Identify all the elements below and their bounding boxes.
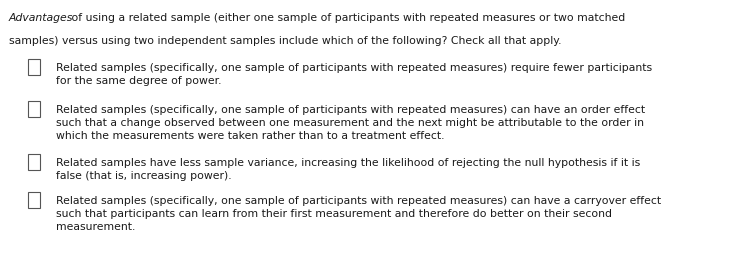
Text: of using a related sample (either one sample of participants with repeated measu: of using a related sample (either one sa… [68, 13, 625, 23]
Bar [28, 59, 40, 74]
Text: Related samples have less sample variance, increasing the likelihood of rejectin: Related samples have less sample varianc… [56, 158, 640, 181]
Bar [28, 192, 40, 207]
Text: Advantages: Advantages [9, 13, 73, 23]
Text: samples) versus using two independent samples include which of the following? Ch: samples) versus using two independent sa… [9, 36, 562, 46]
Bar [28, 101, 40, 116]
Bar [28, 154, 40, 170]
Text: Related samples (specifically, one sample of participants with repeated measures: Related samples (specifically, one sampl… [56, 105, 645, 141]
Text: Related samples (specifically, one sample of participants with repeated measures: Related samples (specifically, one sampl… [56, 63, 652, 86]
Text: Related samples (specifically, one sample of participants with repeated measures: Related samples (specifically, one sampl… [56, 196, 661, 232]
